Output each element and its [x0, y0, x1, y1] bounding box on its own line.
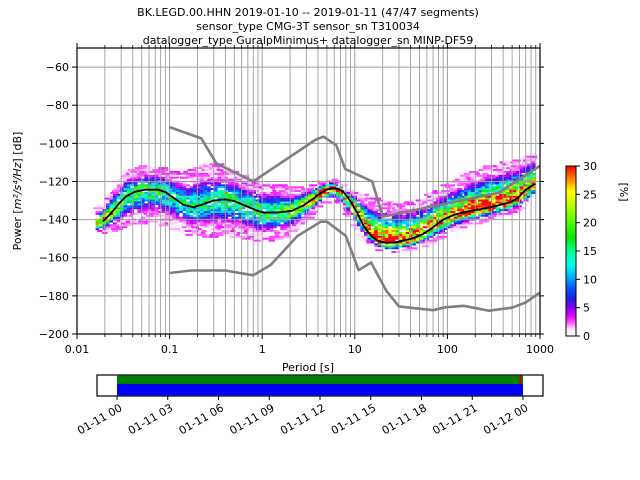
svg-text:10: 10: [348, 343, 362, 356]
svg-text:25: 25: [583, 188, 597, 201]
svg-text:01-11 00: 01-11 00: [75, 401, 124, 437]
svg-text:−160: −160: [39, 252, 69, 265]
svg-text:01-11 12: 01-11 12: [278, 401, 327, 437]
y-axis-label: Power [m²/s⁴/Hz] [dB]: [11, 132, 24, 251]
svg-text:01-11 03: 01-11 03: [126, 401, 175, 437]
axes-frame: [72, 43, 544, 339]
colorbar-label: [%]: [617, 182, 630, 201]
svg-text:10: 10: [583, 273, 597, 286]
svg-text:−180: −180: [39, 290, 69, 303]
svg-text:−140: −140: [39, 214, 69, 227]
grid-lines: [77, 48, 540, 334]
figure-title-line3: datalogger_type GuralpMinimus+ datalogge…: [143, 34, 474, 47]
svg-text:01-11 15: 01-11 15: [329, 401, 378, 437]
svg-text:1000: 1000: [526, 343, 554, 356]
svg-text:15: 15: [583, 245, 597, 258]
x-axis-label: Period [s]: [282, 361, 334, 374]
svg-text:−100: −100: [39, 137, 69, 150]
svg-text:−200: −200: [39, 328, 69, 341]
svg-text:−120: −120: [39, 175, 69, 188]
svg-text:0.01: 0.01: [65, 343, 90, 356]
svg-text:01-12 00: 01-12 00: [481, 401, 530, 437]
time-coverage-bar: 01-11 00 01-11 03 01-11 06 01-11 09 01-11 12…: [75, 374, 544, 437]
figure-title-line2: sensor_type CMG-3T sensor_sn T310034: [196, 20, 420, 33]
svg-text:30: 30: [583, 160, 597, 173]
axis-tick-labels: 0.01 0.1 1 10 100 1000 −60 −80 −100 −120 −140 −160 −…: [39, 61, 554, 356]
svg-text:01-11 18: 01-11 18: [380, 401, 429, 437]
svg-text:20: 20: [583, 217, 597, 230]
colorbar: 0 5 10 15 20 25 30: [565, 160, 597, 343]
svg-text:01-11 09: 01-11 09: [227, 401, 276, 437]
svg-text:01-11 06: 01-11 06: [177, 401, 226, 437]
figure-title-line1: BK.LEGD.00.HHN 2019-01-10 -- 2019-01-11 …: [137, 6, 479, 19]
noise-model-curves: [102, 125, 540, 312]
svg-text:01-11 21: 01-11 21: [430, 401, 479, 437]
svg-text:1: 1: [259, 343, 266, 356]
svg-text:0: 0: [583, 330, 590, 343]
svg-text:0.1: 0.1: [161, 343, 179, 356]
svg-text:5: 5: [583, 302, 590, 315]
svg-text:−60: −60: [46, 61, 69, 74]
ppsd-histogram-cells: [92, 153, 538, 253]
svg-text:−80: −80: [46, 99, 69, 112]
svg-text:100: 100: [437, 343, 458, 356]
